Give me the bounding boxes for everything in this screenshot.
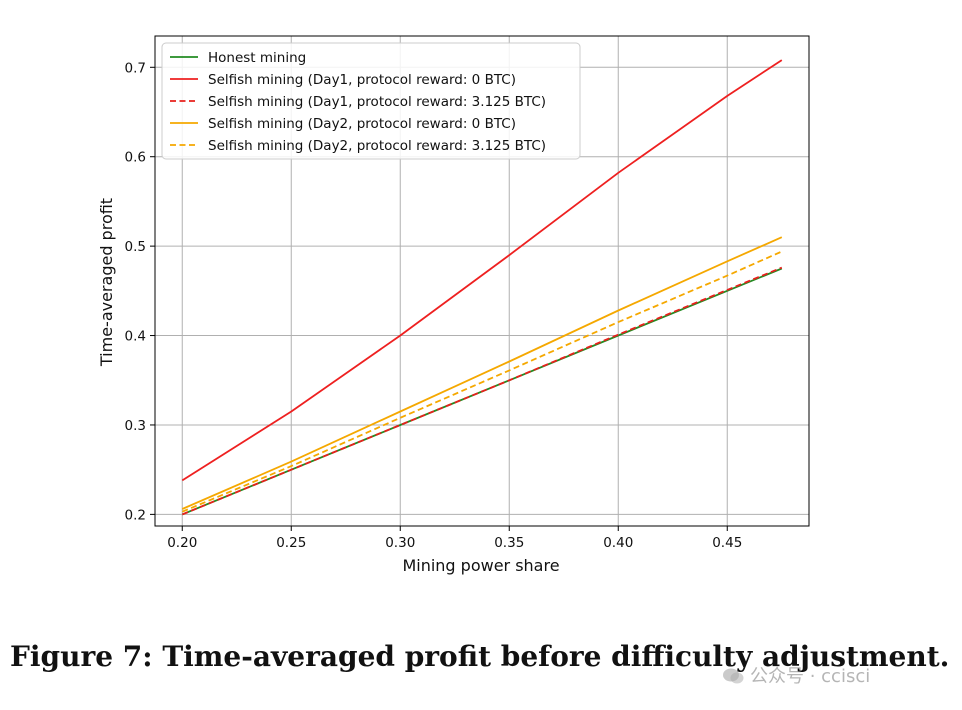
legend: Honest mining Selfish mining (Day1, proto… bbox=[161, 42, 581, 160]
y-tick-label: 0.3 bbox=[125, 418, 146, 434]
y-tick-label: 0.4 bbox=[125, 329, 146, 345]
x-tick-label: 0.25 bbox=[276, 535, 306, 551]
x-tick-label: 0.30 bbox=[385, 535, 415, 551]
series-line-1 bbox=[181, 59, 783, 482]
x-tick-label: 0.40 bbox=[603, 535, 633, 551]
wechat-icon bbox=[723, 668, 744, 684]
series-line-3 bbox=[181, 236, 783, 510]
x-tick-label: 0.20 bbox=[167, 535, 197, 551]
y-tick-label: 0.2 bbox=[125, 507, 146, 523]
watermark: 公众号 · ccisci bbox=[722, 662, 870, 688]
y-axis-label: Time-averaged profit bbox=[97, 198, 116, 367]
x-axis-label: Mining power share bbox=[402, 556, 559, 575]
legend-label: Selfish mining (Day2, protocol reward: 0… bbox=[208, 116, 516, 132]
legend-label: Selfish mining (Day1, protocol reward: 0… bbox=[208, 72, 516, 88]
legend-label: Selfish mining (Day1, protocol reward: 3… bbox=[208, 94, 546, 110]
x-axis: 0.20 0.25 0.30 0.35 0.40 0.45 bbox=[167, 526, 742, 551]
legend-label: Honest mining bbox=[208, 50, 306, 66]
x-tick-label: 0.45 bbox=[712, 535, 742, 551]
series-line-2 bbox=[181, 266, 783, 516]
y-tick-label: 0.7 bbox=[125, 60, 146, 76]
series-line-4 bbox=[181, 250, 783, 513]
chart-series bbox=[181, 59, 783, 516]
y-tick-label: 0.5 bbox=[125, 239, 146, 255]
line-chart: 0.20 0.25 0.30 0.35 0.40 0.45 0.2 0.3 0.4 0.5 0.6… bbox=[97, 35, 810, 575]
legend-label: Selfish mining (Day2, protocol reward: 3… bbox=[208, 138, 546, 154]
y-tick-label: 0.6 bbox=[125, 150, 146, 166]
legend-box bbox=[161, 42, 581, 160]
figure-caption: Figure 7: Time-averaged profit before di… bbox=[10, 640, 950, 673]
plot-frame bbox=[154, 35, 810, 527]
watermark-text: 公众号 · ccisci bbox=[750, 666, 871, 687]
x-tick-label: 0.35 bbox=[494, 535, 524, 551]
y-axis: 0.2 0.3 0.4 0.5 0.6 0.7 bbox=[125, 60, 155, 523]
